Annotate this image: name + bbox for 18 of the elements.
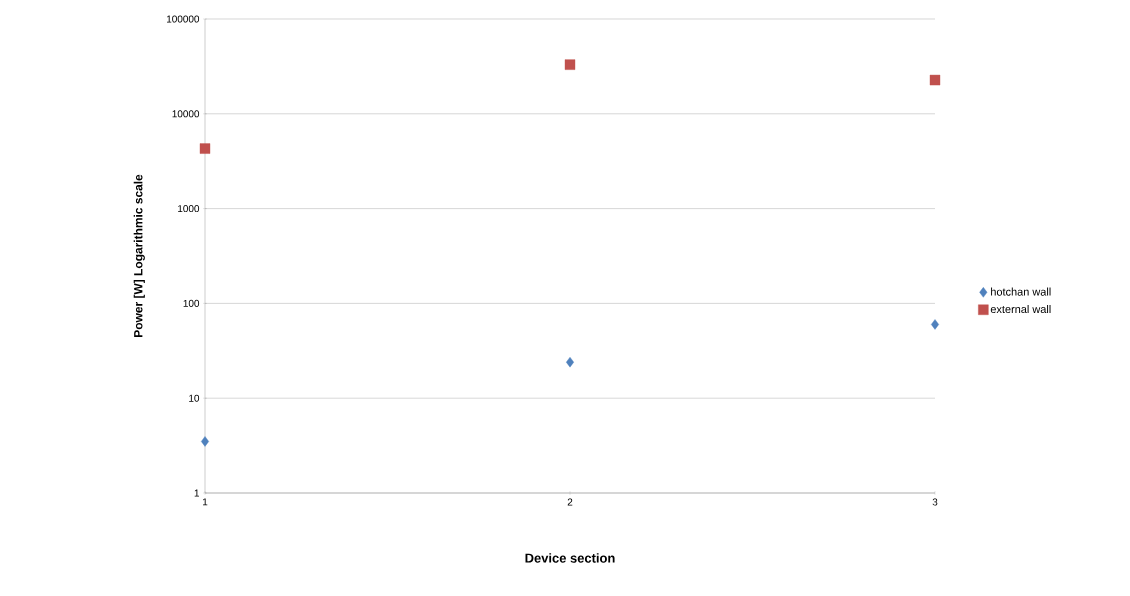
y-axis-title: Power [W] Logarithmic scale [133,174,145,337]
y-tick-label: 100000 [167,15,200,23]
point [199,143,211,154]
legend-label: external wall [990,305,1051,314]
point [201,436,209,447]
y-tick-label: 10000 [172,110,200,118]
point [931,319,939,330]
x-tick-label: 2 [567,498,573,506]
legend-label: hotchan wall [991,287,1051,296]
point [564,59,576,70]
y-tick-label: 100 [183,299,200,307]
y-tick-label: 10 [189,394,200,402]
y-tick-label: 1 [194,489,199,497]
x-axis-title: Device section [525,553,615,563]
y-tick-label: 1000 [178,205,200,213]
x-tick-label: 1 [203,498,208,506]
x-tick-label: 3 [932,498,938,506]
point [929,74,941,86]
